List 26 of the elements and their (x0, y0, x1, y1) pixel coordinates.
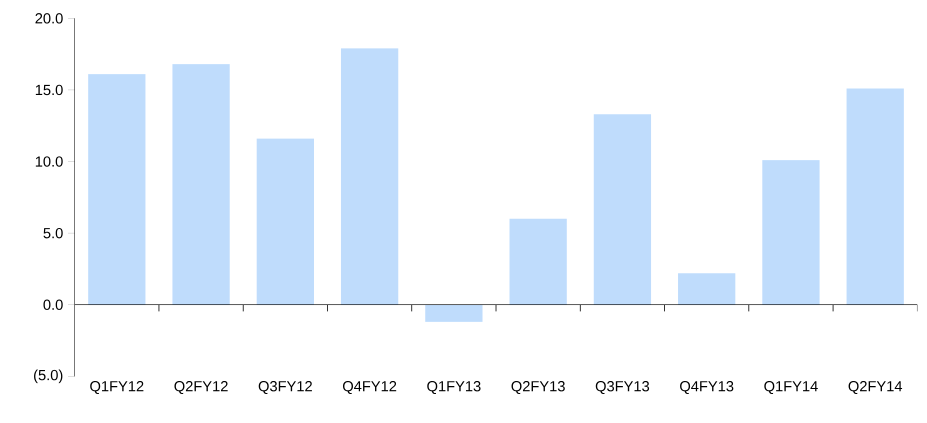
bar (594, 114, 652, 305)
bar (256, 138, 314, 305)
bar (172, 64, 230, 305)
bar (425, 304, 483, 322)
y-tick-label: 20.0 (35, 13, 63, 24)
x-tick-label: Q1FY12 (90, 381, 144, 394)
bar (846, 88, 904, 305)
x-tick-label: Q2FY12 (174, 381, 228, 394)
x-tick-label: Q3FY12 (258, 381, 312, 394)
x-tick-label: Q1FY14 (764, 381, 818, 394)
y-tick-label: 5.0 (43, 228, 63, 238)
bar (678, 273, 736, 305)
y-tick-label: (5.0) (34, 369, 62, 384)
bar (509, 218, 567, 305)
x-tick-label: Q2FY13 (512, 381, 565, 394)
y-tick-label: 15.0 (36, 84, 63, 96)
y-tick-label: 10.0 (36, 156, 63, 167)
x-tick-label: Q2FY14 (848, 381, 902, 394)
y-tick-label: 0.0 (43, 300, 63, 310)
x-tick-label: Q4FY13 (680, 381, 734, 394)
bar (88, 74, 146, 305)
x-tick-label: Q3FY13 (596, 381, 650, 394)
x-tick-label: Q1FY13 (427, 381, 481, 394)
bar (762, 160, 820, 305)
x-tick-label: Q4FY12 (342, 381, 396, 394)
bar (340, 48, 398, 305)
